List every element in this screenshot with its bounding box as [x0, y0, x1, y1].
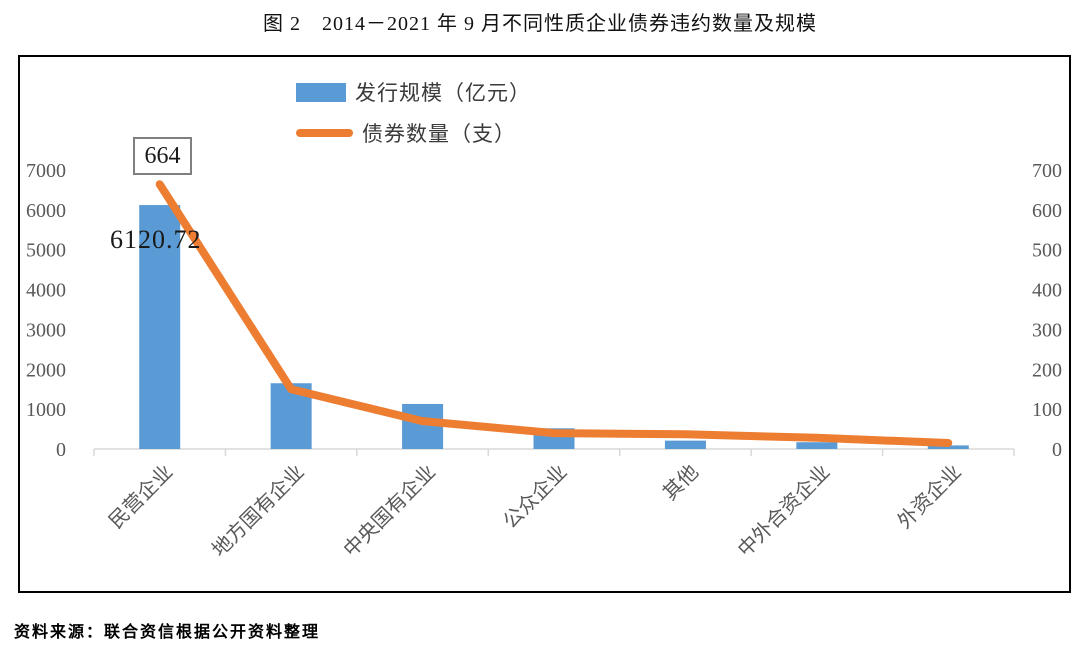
bar-外资企业	[927, 445, 969, 449]
left-axis-tick-label: 1000	[26, 399, 66, 421]
left-axis-tick-label: 3000	[26, 319, 66, 341]
category-label-其他: 其他	[658, 460, 703, 505]
left-axis-tick-label: 6000	[26, 200, 66, 222]
left-axis-tick-label: 4000	[26, 280, 66, 302]
category-label-地方国有企业: 地方国有企业	[208, 460, 309, 561]
bar-series-swatch-icon	[296, 82, 346, 102]
bar-中外合资企业	[796, 442, 838, 449]
legend-label-issuance: 发行规模（亿元）	[355, 81, 531, 105]
right-axis-tick-label: 200	[1032, 359, 1062, 381]
bar-其他	[664, 440, 706, 449]
bond-count-line	[155, 180, 953, 447]
line-series-swatch-icon	[296, 129, 353, 137]
right-axis-tick-label: 0	[1052, 439, 1062, 461]
category-label-中央国有企业: 中央国有企业	[339, 460, 440, 561]
chart-container: 0 1000 2000 3000 4000 5000 6000 7000 0 100 200 300 4…	[18, 55, 1071, 593]
page-title: 图 2 2014－2021 年 9 月不同性质企业债券违约数量及规模	[263, 13, 817, 35]
line-peak-callout: 664	[133, 137, 192, 175]
legend-item-issuance: 发行规模（亿元）	[296, 77, 531, 107]
bar-中央国有企业	[402, 403, 444, 449]
right-axis-tick-label: 600	[1032, 200, 1062, 222]
source-note: 资料来源：联合资信根据公开资料整理	[14, 624, 321, 641]
category-label-民营企业: 民营企业	[104, 460, 177, 533]
legend-label-bond-count: 债券数量（支）	[362, 122, 516, 146]
category-label-中外合资企业: 中外合资企业	[733, 460, 834, 561]
category-label-外资企业: 外资企业	[893, 460, 966, 533]
left-axis-tick-label: 2000	[26, 359, 66, 381]
chart-legend: 发行规模（亿元） 债券数量（支）	[296, 77, 531, 148]
right-axis-tick-label: 400	[1032, 280, 1062, 302]
legend-item-bond-count: 债券数量（支）	[296, 118, 531, 148]
category-label-公众企业: 公众企业	[499, 460, 572, 533]
right-axis-tick-label: 700	[1032, 160, 1062, 182]
bar-民营企业	[139, 205, 181, 449]
left-axis-tick-label: 0	[56, 439, 66, 461]
right-axis-tick-label: 100	[1032, 399, 1062, 421]
bar-peak-data-label: 6120.72	[110, 225, 202, 254]
left-axis-tick-label: 7000	[26, 160, 66, 182]
combo-chart-plot: 0 1000 2000 3000 4000 5000 6000 7000 0 100 200 300 4…	[26, 160, 1062, 561]
left-axis-tick-label: 5000	[26, 240, 66, 262]
right-axis-tick-label: 500	[1032, 240, 1062, 262]
right-axis-tick-label: 300	[1032, 319, 1062, 341]
